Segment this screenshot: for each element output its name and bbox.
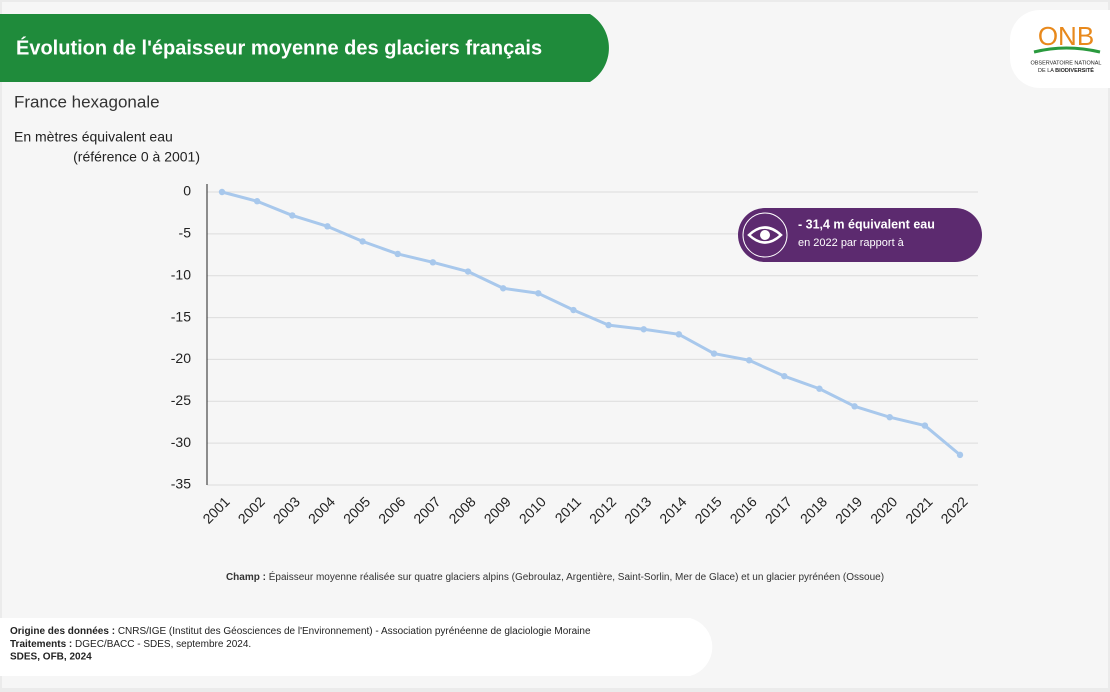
y-tick-label: -20 [171, 350, 191, 366]
y-tick-label: -30 [171, 434, 191, 450]
point [781, 372, 788, 380]
point [289, 212, 296, 219]
point [816, 385, 823, 392]
point [253, 198, 261, 205]
source: Origine des données : CNRS/IGE (Institut… [10, 626, 591, 637]
annotation-icon [760, 230, 770, 240]
subtitle: France hexagonale [14, 92, 160, 111]
source-label: Origine des données : [10, 626, 115, 637]
y-tick-label: -35 [171, 476, 191, 492]
y-tick-label: -15 [171, 308, 191, 324]
logo-swoosh [1033, 46, 1101, 54]
source-text: CNRS/IGE (Institut des Géosciences de l'… [118, 626, 591, 637]
point [605, 321, 612, 329]
y-axis-label: En mètres équivalent eau [14, 129, 173, 145]
point [921, 422, 929, 429]
credit: SDES, OFB, 2024 [10, 652, 92, 663]
point [640, 326, 647, 333]
chart-title: Évolution de l'épaisseur moyenne des gla… [16, 36, 542, 59]
y-axis-label: (référence 0 à 2001) [73, 149, 200, 165]
title-banner [0, 14, 609, 82]
source-label: Traitements : [10, 639, 72, 650]
point [745, 357, 753, 364]
point [851, 403, 858, 410]
note-text: Épaisseur moyenne réalisée sur quatre gl… [269, 570, 884, 583]
logo-text: DE LA BIODIVERSITÉ [1038, 66, 1094, 74]
point [710, 350, 718, 357]
source: Traitements : DGEC/BACC - SDES, septembr… [10, 639, 251, 650]
footer-box [0, 618, 713, 676]
annotation-text: - 31,4 m équivalent eau [798, 217, 935, 231]
point [429, 259, 437, 266]
point [570, 306, 577, 314]
point [956, 451, 964, 459]
point [886, 413, 893, 421]
point [535, 290, 542, 297]
logo-name: ONB [1038, 21, 1094, 51]
note: Champ : Épaisseur moyenne réalisée sur q… [226, 570, 884, 583]
point [324, 223, 331, 230]
point [464, 268, 472, 275]
logo-text: DE LA [1038, 68, 1055, 74]
point [218, 188, 226, 196]
line [221, 190, 961, 457]
point [675, 331, 683, 338]
y-tick-label: -25 [171, 392, 191, 408]
point [359, 238, 366, 245]
annotation-text: en 2022 par rapport à [798, 237, 905, 249]
logo-text: BIODIVERSITÉ [1055, 66, 1094, 74]
annotation-icon [747, 226, 783, 244]
y-tick-label: -10 [171, 266, 191, 282]
annotation-box [738, 208, 982, 262]
y-tick-label: -5 [179, 225, 192, 241]
point [499, 285, 507, 292]
logo-text: OBSERVATOIRE NATIONAL [1030, 60, 1101, 66]
point [394, 250, 401, 258]
note-label: Champ : [226, 572, 266, 583]
source-text: DGEC/BACC - SDES, septembre 2024. [75, 639, 251, 650]
y-tick-label: 0 [183, 183, 191, 199]
